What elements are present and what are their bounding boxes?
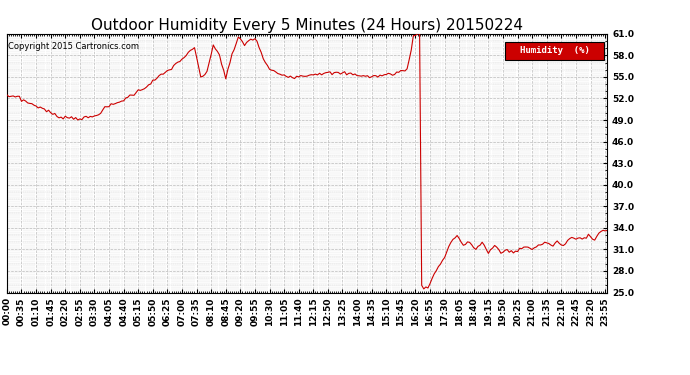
FancyBboxPatch shape xyxy=(505,42,604,60)
Text: Humidity  (%): Humidity (%) xyxy=(520,46,590,55)
Text: Copyright 2015 Cartronics.com: Copyright 2015 Cartronics.com xyxy=(8,42,139,51)
Title: Outdoor Humidity Every 5 Minutes (24 Hours) 20150224: Outdoor Humidity Every 5 Minutes (24 Hou… xyxy=(91,18,523,33)
